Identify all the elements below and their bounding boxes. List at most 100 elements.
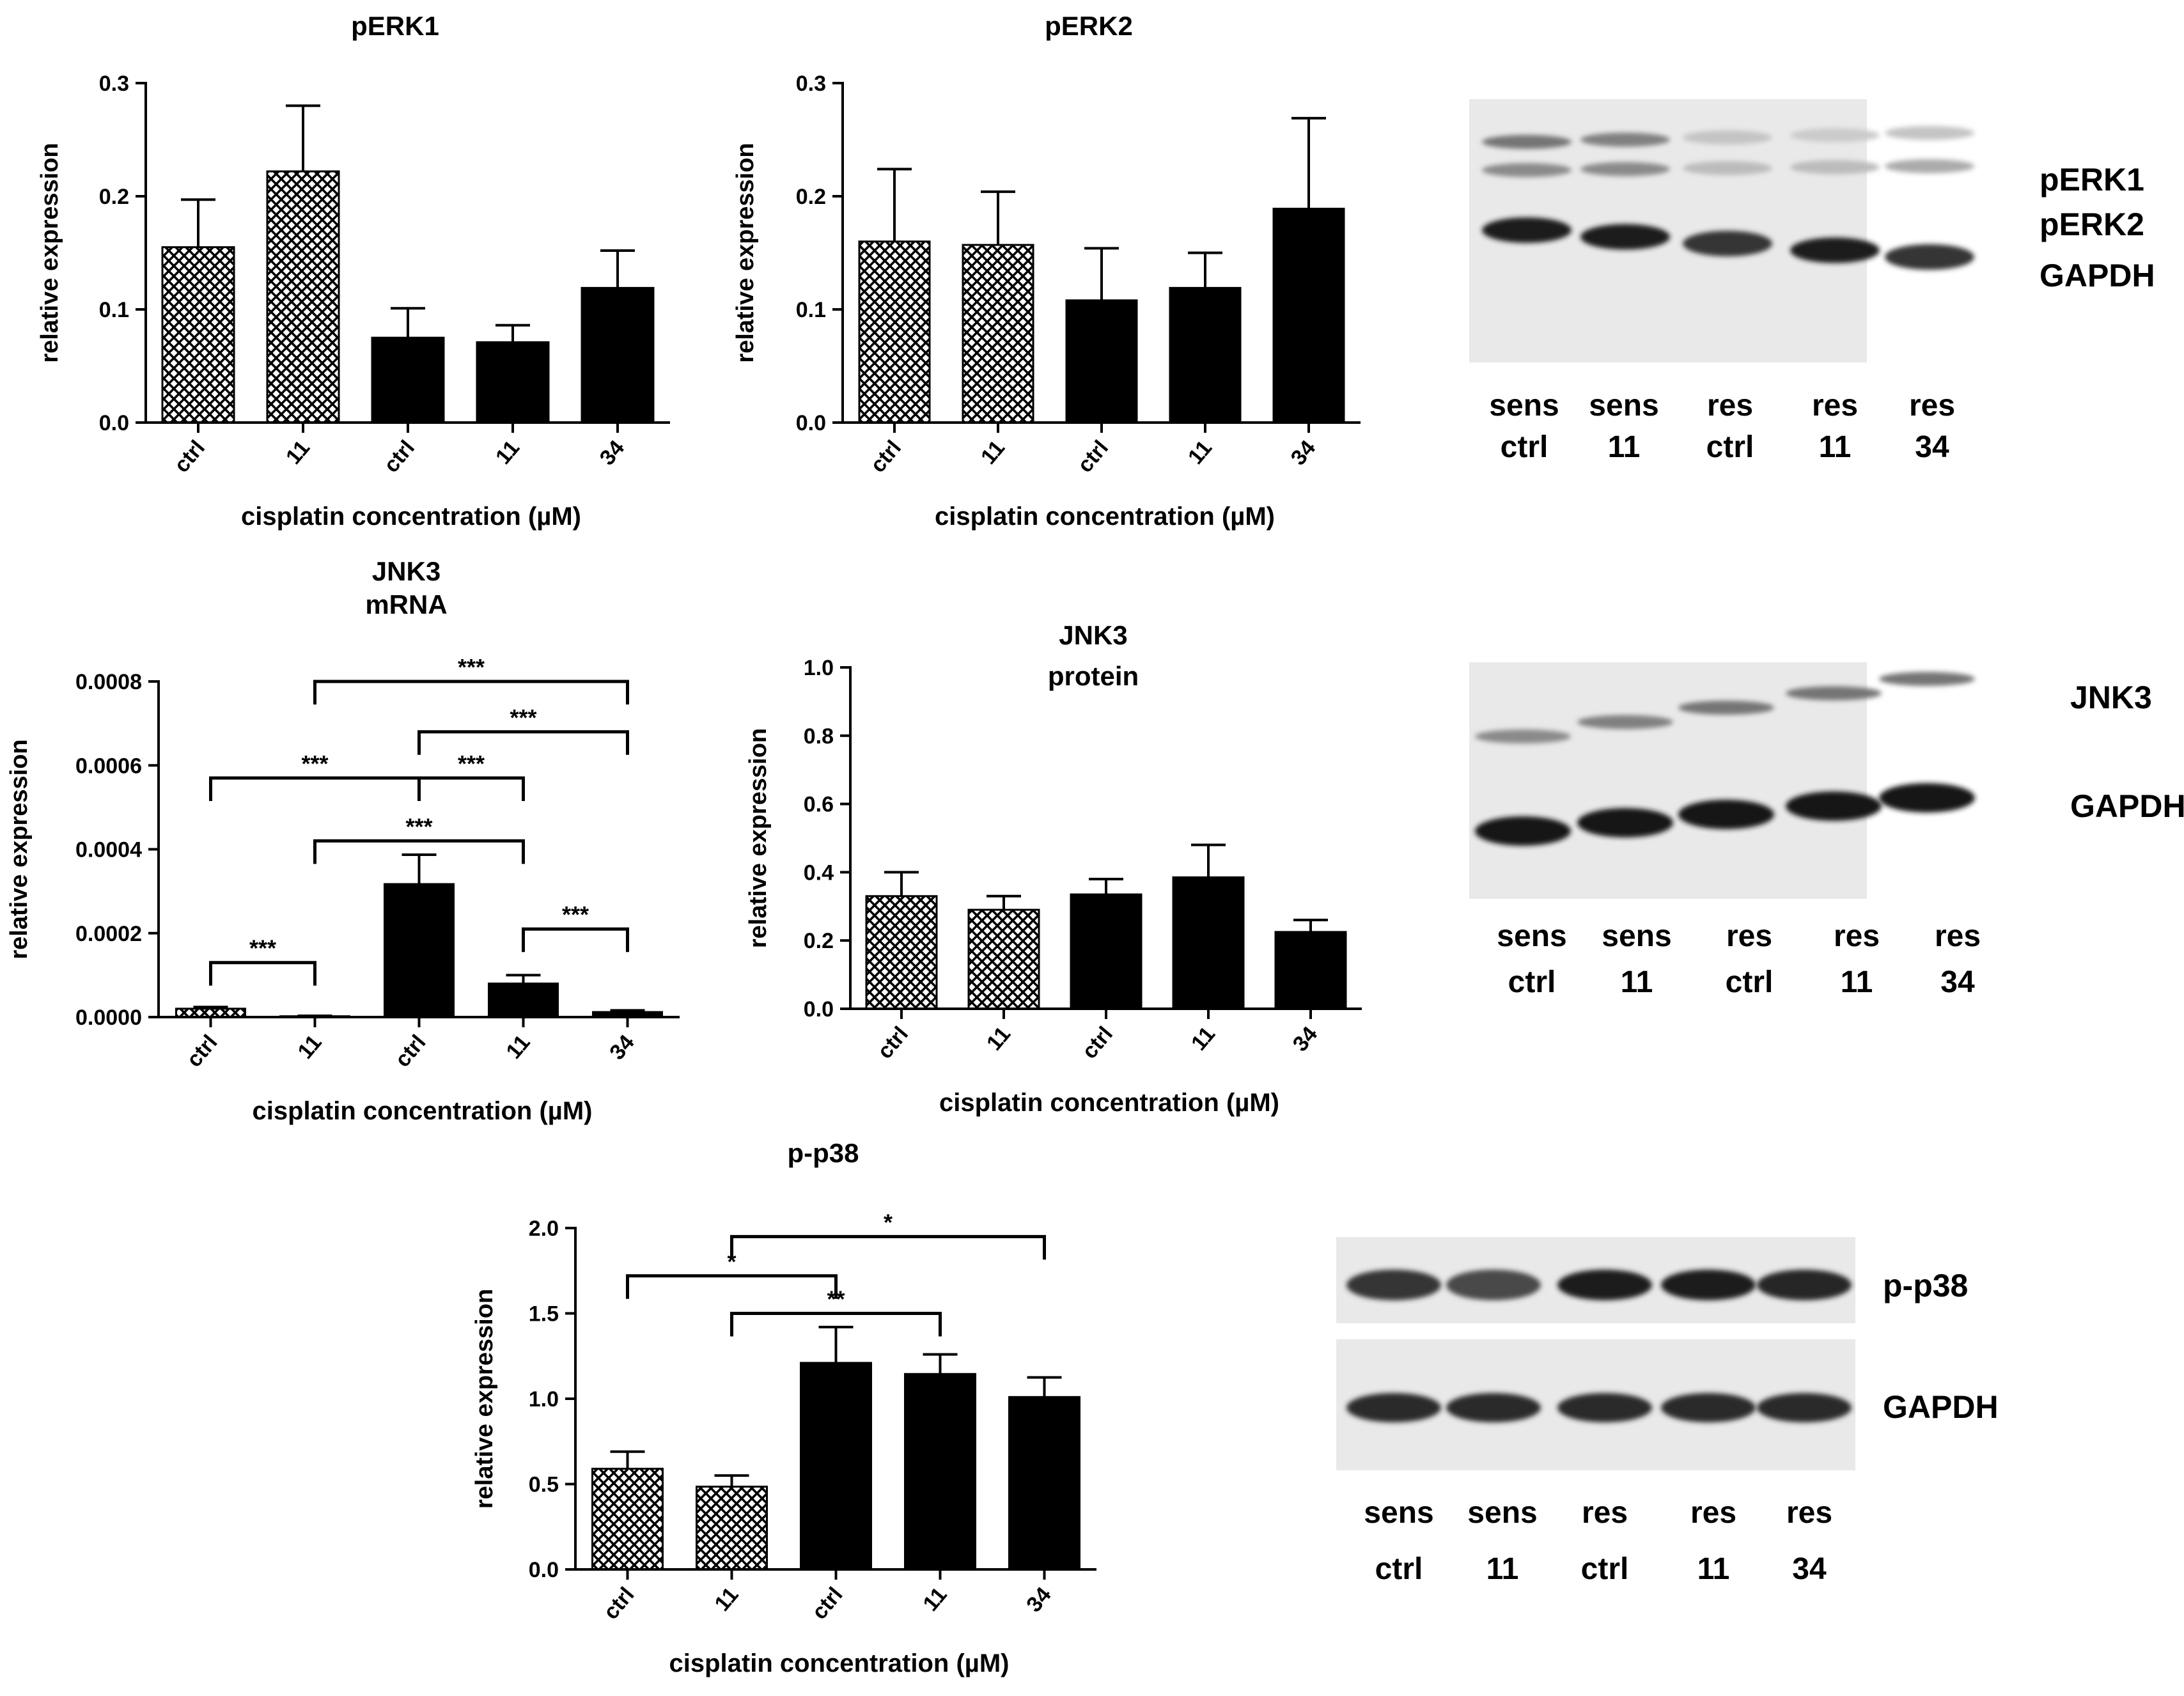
lane-group-label: res (1690, 1496, 1736, 1530)
blot-band (1885, 244, 1974, 270)
blot-band (1661, 1270, 1756, 1300)
blot-band (1879, 783, 1975, 813)
lane-group-label: res (1834, 919, 1880, 953)
y-tick-label: 0.2 (99, 185, 129, 209)
blot-band (1661, 1393, 1756, 1422)
y-tick-label: 0.0 (99, 411, 129, 435)
y-tick-label: 0.0 (804, 997, 834, 1022)
lane-dose-label: 11 (1841, 965, 1873, 999)
blot-band (1790, 160, 1880, 175)
bar (1008, 1396, 1080, 1571)
x-tick-label: ctrl (182, 1031, 222, 1072)
perk2-bar-chart: pERK2 0.0 0.1 0.2 0.3 ctrl 11 ctrl 11 34 cisplatin… (732, 11, 1361, 531)
x-tick-label: 11 (1183, 436, 1217, 469)
lane-group-label: res (1786, 1496, 1832, 1530)
x-tick-label: ctrl (807, 1583, 848, 1624)
x-tick-label: ctrl (866, 436, 906, 478)
x-tick-label: 11 (1187, 1022, 1220, 1055)
bar (371, 336, 445, 424)
x-tick-label: 11 (501, 1031, 534, 1064)
y-tick-label: 0.0008 (75, 670, 142, 694)
lane-group-label: sens (1467, 1496, 1537, 1530)
lane-group-label: res (1909, 389, 1955, 423)
blot-band (1446, 1270, 1541, 1300)
blot-band (1678, 701, 1774, 715)
y-axis-label: relative expression (36, 143, 63, 362)
blot-band (1346, 1270, 1441, 1300)
y-tick-label: 0.0000 (75, 1006, 142, 1030)
blot-band (1683, 231, 1772, 256)
y-axis-label: relative expression (6, 739, 33, 959)
x-axis-label: cisplatin concentration (µM) (669, 1649, 1010, 1677)
jnk3-protein-bar-chart: JNK3 protein 0.0 0.2 0.4 0.6 0.8 1.0 ctrl 11 ctrl 1… (745, 620, 1362, 1117)
lane-dose-label: 11 (1621, 965, 1653, 999)
bar (384, 883, 455, 1018)
blot-band (1577, 715, 1673, 729)
blot-band (1757, 1393, 1852, 1422)
blot-band (1790, 128, 1880, 143)
bar (476, 341, 550, 424)
x-tick-label: 11 (491, 436, 524, 469)
bar (800, 1362, 872, 1571)
lane-dose-label: 11 (1486, 1552, 1519, 1586)
y-tick-label: 0.6 (804, 793, 834, 817)
blot-band-label: GAPDH (1883, 1389, 1999, 1425)
x-tick-label: 34 (1288, 1022, 1322, 1056)
blot-band (1580, 132, 1670, 147)
lane-dose-label: ctrl (1508, 965, 1556, 999)
lane-dose-label: ctrl (1581, 1552, 1629, 1586)
bar (488, 983, 559, 1018)
blot-band (1446, 1393, 1541, 1422)
significance-label: *** (458, 751, 485, 777)
lane-group-label: res (1707, 389, 1753, 423)
significance-label: *** (562, 901, 589, 928)
x-tick-label: 34 (605, 1031, 639, 1064)
bar (1172, 876, 1245, 1010)
y-axis-label: relative expression (471, 1289, 498, 1509)
blot-band (1557, 1270, 1652, 1300)
blot-band (1577, 808, 1673, 837)
blot-band (1678, 800, 1774, 829)
significance-label: *** (510, 704, 536, 731)
x-tick-label: 11 (293, 1031, 326, 1064)
lane-dose-label: 11 (1697, 1552, 1730, 1586)
y-tick-label: 0.0 (796, 411, 826, 435)
lane-dose-label: ctrl (1726, 965, 1774, 999)
jnk3-western-blot: JNK3 GAPDH sens ctrl sens 11 res ctrl res 11 res 34 (1469, 662, 2184, 999)
blot-band-label: pERK2 (2040, 206, 2144, 242)
x-tick-label: 11 (918, 1583, 951, 1616)
x-tick-label: 11 (982, 1022, 1015, 1055)
lane-dose-label: 34 (1915, 430, 1949, 464)
y-tick-label: 0.5 (529, 1473, 559, 1497)
lane-group-label: sens (1602, 919, 1671, 953)
bar (1272, 207, 1345, 424)
y-tick-label: 0.1 (796, 298, 826, 322)
x-tick-label: ctrl (169, 436, 210, 478)
blot-membrane (1469, 662, 1867, 899)
y-tick-label: 0.8 (804, 724, 834, 749)
blot-band-label: GAPDH (2070, 788, 2184, 824)
blot-band (1482, 163, 1572, 177)
bar (266, 170, 340, 424)
perk1-bar-chart: pERK1 0.0 0.1 0.2 0.3 ctrl 11 ctrl 11 34 cisplatin… (36, 11, 670, 531)
x-axis-label: cisplatin concentration (µM) (241, 502, 581, 531)
significance-label: *** (405, 813, 432, 839)
y-tick-label: 0.0 (529, 1558, 559, 1582)
significance-label: * (727, 1249, 736, 1275)
bar (858, 240, 931, 424)
significance-label: *** (249, 935, 276, 961)
blot-band (1557, 1393, 1652, 1422)
y-tick-label: 0.3 (99, 72, 129, 96)
x-tick-label: ctrl (1073, 436, 1113, 478)
significance-bracket (209, 961, 316, 986)
significance-label: *** (458, 654, 485, 680)
lane-dose-label: ctrl (1501, 430, 1548, 464)
lane-group-label: res (1812, 389, 1858, 423)
x-tick-label: ctrl (391, 1031, 431, 1072)
x-axis-label: cisplatin concentration (µM) (253, 1097, 593, 1125)
lane-group-label: sens (1589, 389, 1658, 423)
significance-bracket (209, 776, 421, 801)
blot-band-label: pERK1 (2040, 162, 2144, 198)
